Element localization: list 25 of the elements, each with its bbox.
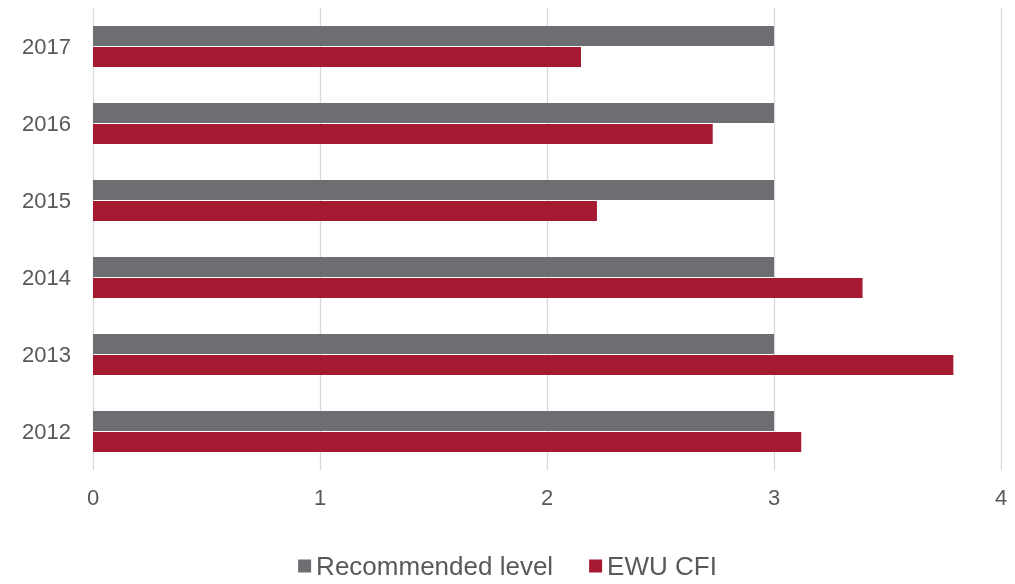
x-tick-label: 4 bbox=[994, 484, 1008, 510]
x-tick-label: 2 bbox=[540, 484, 554, 510]
bar bbox=[93, 180, 774, 200]
bar bbox=[93, 257, 774, 277]
bar bbox=[93, 411, 774, 431]
bar bbox=[93, 355, 954, 375]
y-tick-label: 2017 bbox=[22, 34, 71, 59]
y-tick-label: 2014 bbox=[22, 265, 71, 290]
bar bbox=[93, 124, 713, 144]
y-tick-label: 2015 bbox=[22, 188, 71, 213]
bar bbox=[93, 47, 582, 67]
bar bbox=[93, 278, 863, 298]
x-tick-label: 0 bbox=[86, 484, 100, 510]
bar bbox=[93, 432, 802, 452]
legend-label: Recommended level bbox=[316, 551, 554, 581]
legend-label: EWU CFI bbox=[607, 551, 717, 581]
x-tick-label: 1 bbox=[313, 484, 327, 510]
y-tick-label: 2013 bbox=[22, 342, 71, 367]
bar bbox=[93, 103, 774, 123]
x-tick-label: 3 bbox=[767, 484, 781, 510]
y-tick-label: 2012 bbox=[22, 419, 71, 444]
bar bbox=[93, 201, 597, 221]
bar bbox=[93, 334, 774, 354]
y-tick-label: 2016 bbox=[22, 111, 71, 136]
bar bbox=[93, 26, 774, 46]
